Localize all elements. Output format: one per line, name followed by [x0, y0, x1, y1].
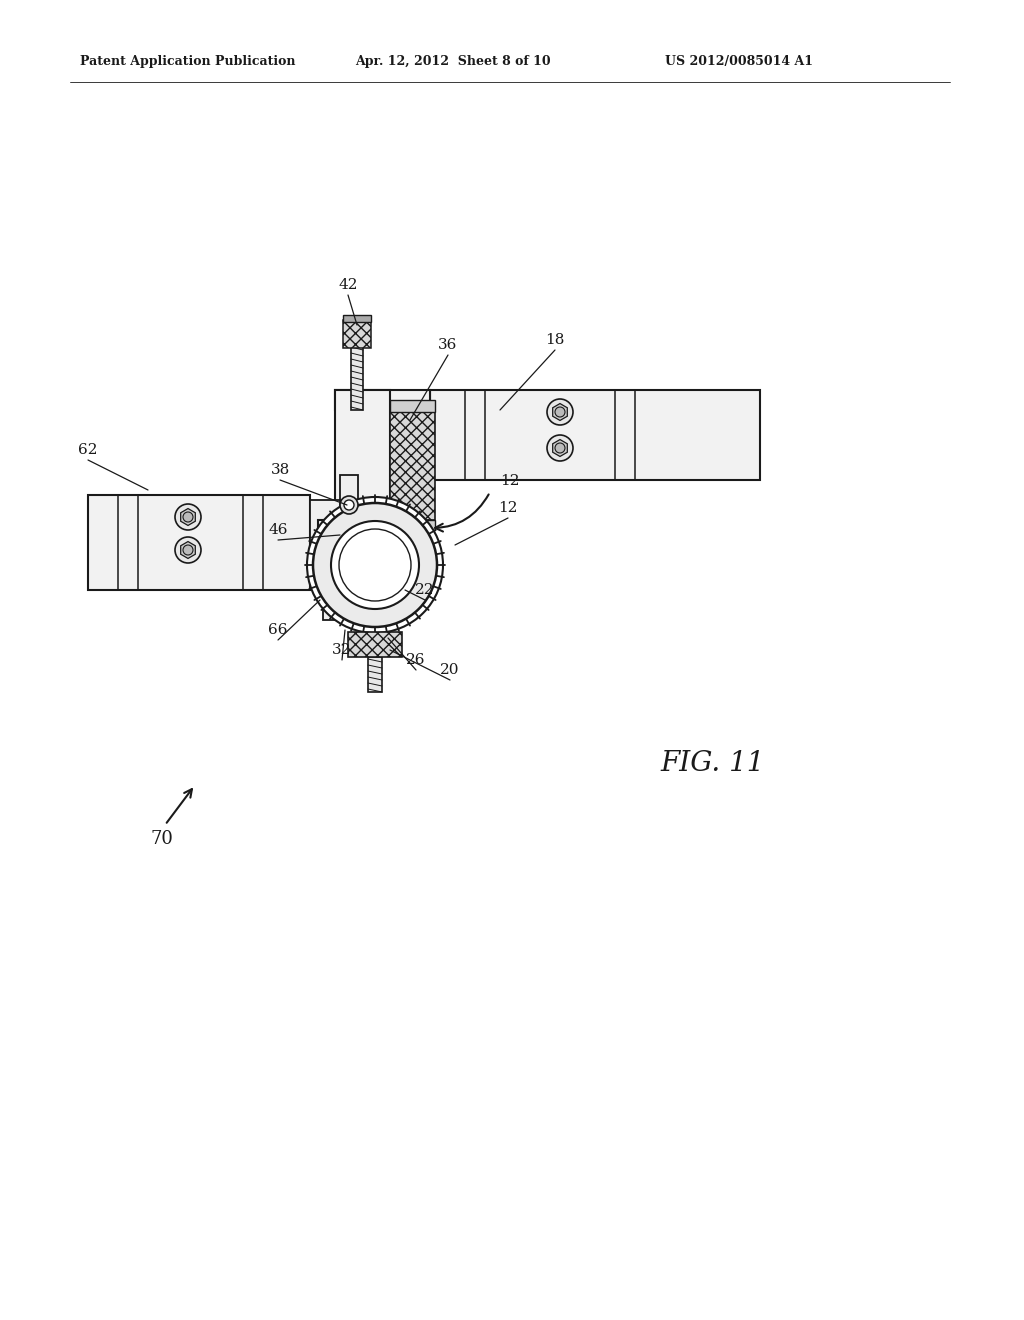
- Circle shape: [344, 500, 354, 510]
- Bar: [343, 319, 371, 348]
- Bar: [335, 389, 390, 520]
- Polygon shape: [553, 440, 567, 457]
- Circle shape: [175, 537, 201, 564]
- Bar: [348, 632, 402, 657]
- Bar: [318, 520, 373, 590]
- Polygon shape: [553, 404, 567, 421]
- Circle shape: [307, 498, 443, 634]
- Bar: [390, 520, 435, 531]
- Polygon shape: [180, 541, 196, 558]
- Bar: [88, 495, 310, 590]
- Bar: [343, 315, 371, 322]
- Text: 66: 66: [268, 623, 288, 638]
- Circle shape: [555, 444, 565, 453]
- Circle shape: [175, 504, 201, 531]
- Text: FIG. 11: FIG. 11: [660, 750, 764, 777]
- Bar: [335, 389, 430, 411]
- Text: 62: 62: [78, 444, 97, 457]
- Circle shape: [331, 521, 419, 609]
- Text: 12: 12: [499, 502, 518, 515]
- Bar: [390, 400, 435, 412]
- Bar: [390, 411, 435, 520]
- Circle shape: [313, 503, 437, 627]
- Circle shape: [183, 512, 193, 521]
- Bar: [368, 657, 382, 692]
- Bar: [340, 475, 358, 595]
- Circle shape: [547, 399, 573, 425]
- Polygon shape: [180, 508, 196, 525]
- Text: 18: 18: [546, 333, 564, 347]
- Text: 38: 38: [270, 463, 290, 477]
- Text: 22: 22: [416, 583, 435, 597]
- Text: 12: 12: [500, 474, 519, 488]
- Polygon shape: [323, 590, 395, 620]
- Text: Apr. 12, 2012  Sheet 8 of 10: Apr. 12, 2012 Sheet 8 of 10: [355, 55, 551, 69]
- Text: 32: 32: [333, 643, 351, 657]
- Text: 36: 36: [438, 338, 458, 352]
- Text: 26: 26: [407, 653, 426, 667]
- Circle shape: [555, 407, 565, 417]
- Bar: [430, 389, 760, 480]
- Text: 42: 42: [338, 279, 357, 292]
- Circle shape: [339, 529, 411, 601]
- Circle shape: [547, 436, 573, 461]
- Bar: [351, 345, 362, 411]
- Text: US 2012/0085014 A1: US 2012/0085014 A1: [665, 55, 813, 69]
- Circle shape: [183, 545, 193, 554]
- Text: 70: 70: [150, 830, 173, 847]
- Text: 20: 20: [440, 663, 460, 677]
- Text: 46: 46: [268, 523, 288, 537]
- Circle shape: [340, 496, 358, 513]
- Text: Patent Application Publication: Patent Application Publication: [80, 55, 296, 69]
- Bar: [310, 500, 340, 585]
